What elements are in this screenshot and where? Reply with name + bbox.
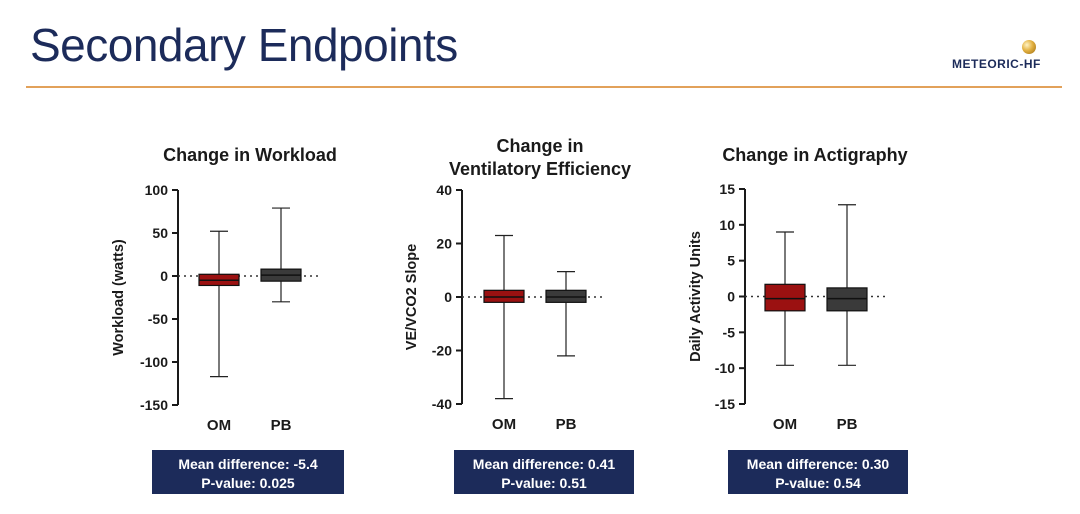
- p-value-workload: P-value: 0.025: [201, 475, 295, 491]
- box-actigraphy-om: [764, 283, 806, 312]
- y-tick-label-actigraphy: -10: [715, 360, 735, 376]
- y-tick-label-ventilatory: 20: [436, 236, 452, 252]
- chart-title-workload: Change in Workload: [163, 145, 337, 165]
- y-tick-label-ventilatory: -20: [432, 343, 452, 359]
- title-divider: [26, 86, 1062, 88]
- y-tick-label-workload: 0: [160, 268, 168, 284]
- chart-title-ventilatory: Ventilatory Efficiency: [449, 159, 631, 179]
- mean-difference-workload: Mean difference: -5.4: [178, 456, 318, 472]
- y-tick-label-ventilatory: 40: [436, 182, 452, 198]
- chart-title-actigraphy: Change in Actigraphy: [722, 145, 907, 165]
- category-label-ventilatory-pb: PB: [556, 416, 577, 433]
- slide-title: Secondary Endpoints: [30, 19, 458, 71]
- category-label-workload-pb: PB: [271, 417, 292, 434]
- y-tick-label-actigraphy: 15: [719, 181, 735, 197]
- p-value-actigraphy: P-value: 0.54: [775, 475, 861, 491]
- y-tick-label-actigraphy: -15: [715, 396, 735, 412]
- y-tick-label-workload: -100: [140, 354, 168, 370]
- y-tick-label-actigraphy: 5: [727, 253, 735, 269]
- meteoric-hf-logo: METEORIC-HF: [948, 40, 1058, 74]
- logo-orb-icon: [1022, 40, 1036, 54]
- y-tick-label-workload: 100: [145, 182, 169, 198]
- y-tick-label-ventilatory: 0: [444, 289, 452, 305]
- y-axis-title-workload: Workload (watts): [111, 239, 127, 356]
- y-tick-label-workload: -50: [148, 311, 168, 327]
- y-tick-label-actigraphy: 10: [719, 217, 735, 233]
- y-tick-label-ventilatory: -40: [432, 396, 452, 412]
- category-label-workload-om: OM: [207, 417, 231, 434]
- mean-difference-ventilatory: Mean difference: 0.41: [472, 456, 616, 472]
- category-label-actigraphy-om: OM: [773, 416, 797, 433]
- y-axis-title-actigraphy: Daily Activity Units: [688, 231, 704, 362]
- y-tick-label-workload: 50: [152, 225, 168, 241]
- y-tick-label-actigraphy: 0: [727, 289, 735, 305]
- y-axis-title-ventilatory: VE/VCO2 Slope: [404, 244, 420, 350]
- stats-box-workload: Mean difference: -5.4 P-value: 0.025: [152, 450, 344, 494]
- chart-title-ventilatory: Change in: [496, 136, 583, 156]
- category-label-actigraphy-pb: PB: [837, 416, 858, 433]
- p-value-ventilatory: P-value: 0.51: [501, 475, 587, 491]
- category-label-ventilatory-om: OM: [492, 416, 516, 433]
- logo-text: METEORIC-HF: [952, 57, 1041, 71]
- y-tick-label-actigraphy: -5: [723, 324, 736, 340]
- stats-box-ventilatory: Mean difference: 0.41 P-value: 0.51: [454, 450, 634, 494]
- stats-box-actigraphy: Mean difference: 0.30 P-value: 0.54: [728, 450, 908, 494]
- y-tick-label-workload: -150: [140, 397, 168, 413]
- mean-difference-actigraphy: Mean difference: 0.30: [746, 456, 890, 472]
